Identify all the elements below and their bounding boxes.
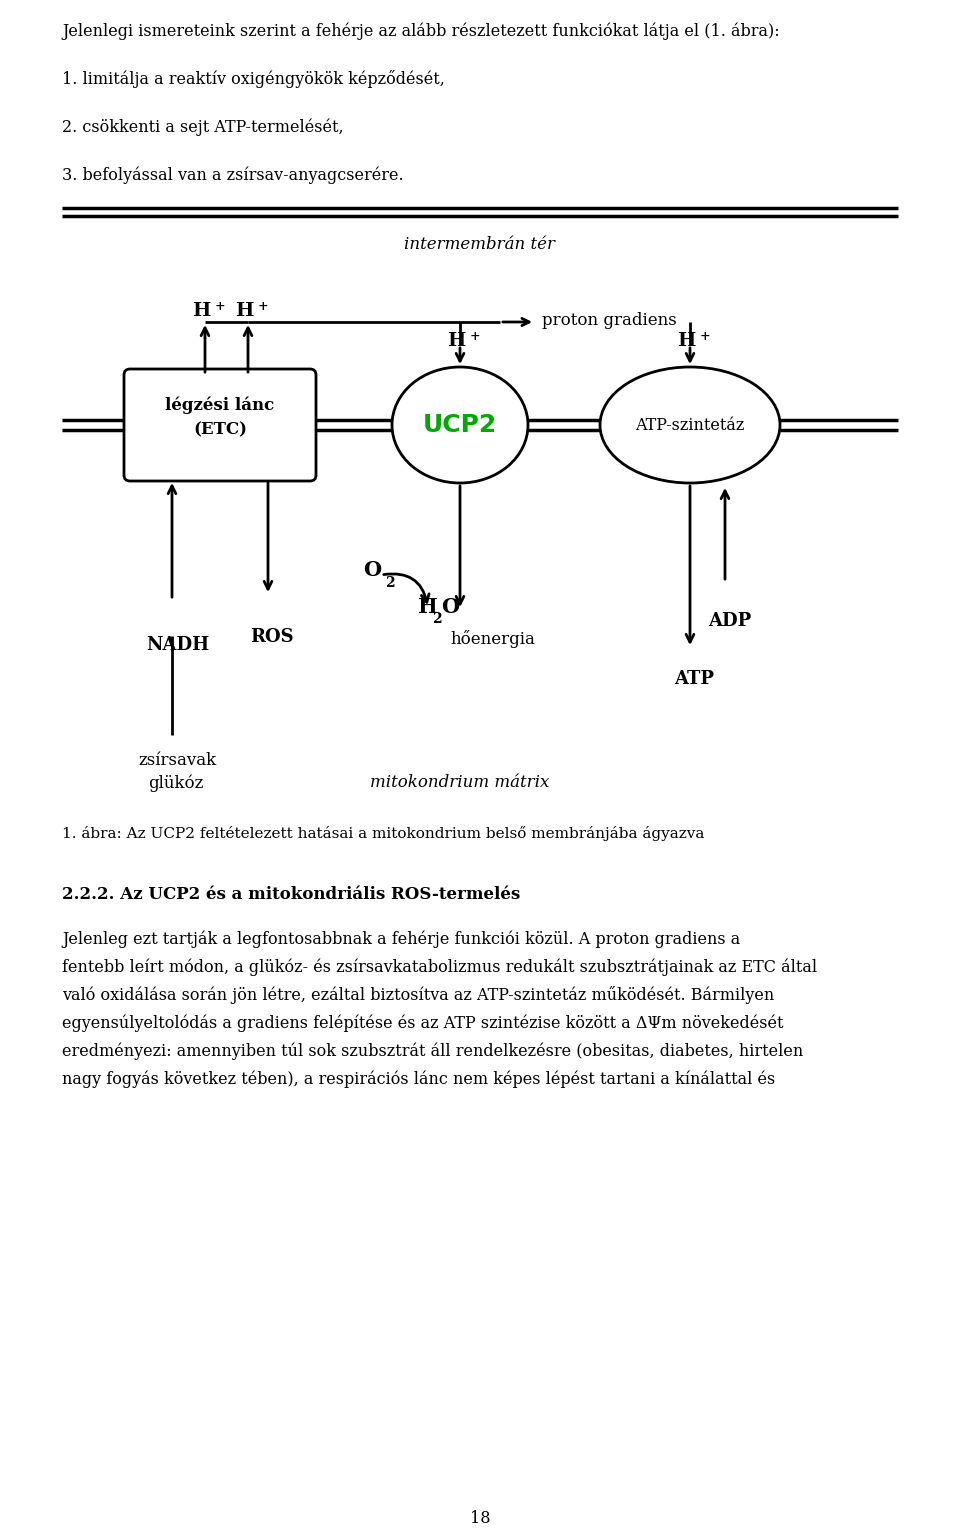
Text: 2: 2	[432, 612, 442, 626]
Text: H: H	[677, 332, 695, 350]
Text: ATP-szintetáz: ATP-szintetáz	[636, 417, 745, 433]
Text: 1. limitálja a reaktív oxigéngyökök képződését,: 1. limitálja a reaktív oxigéngyökök képz…	[62, 71, 444, 88]
Text: ATP: ATP	[674, 670, 714, 689]
Text: eredményezi: amennyiben túl sok szubsztrát áll rendelkezésre (obesitas, diabetes: eredményezi: amennyiben túl sok szubsztr…	[62, 1042, 804, 1059]
Text: 1. ábra: Az UCP2 feltételezett hatásai a mitokondrium belső membránjába ágyazva: 1. ábra: Az UCP2 feltételezett hatásai a…	[62, 825, 705, 841]
Text: 18: 18	[469, 1509, 491, 1526]
Text: 2: 2	[385, 576, 395, 590]
Text: 2.2.2. Az UCP2 és a mitokondriális ROS-termelés: 2.2.2. Az UCP2 és a mitokondriális ROS-t…	[62, 885, 520, 904]
Text: H: H	[447, 332, 466, 350]
Text: ADP: ADP	[708, 612, 752, 630]
Text: egyensúlyeltolódás a gradiens felépítése és az ATP szintézise között a ΔΨm növek: egyensúlyeltolódás a gradiens felépítése…	[62, 1014, 783, 1031]
Text: mitokondrium mátrix: mitokondrium mátrix	[370, 775, 549, 792]
Text: +: +	[700, 330, 710, 343]
Text: O: O	[363, 559, 381, 579]
FancyBboxPatch shape	[124, 369, 316, 481]
Text: fentebb leírt módon, a glükóz- és zsírsavkatabolizmus redukált szubsztrátjainak : fentebb leírt módon, a glükóz- és zsírsa…	[62, 958, 817, 976]
Text: proton gradiens: proton gradiens	[542, 312, 677, 329]
Text: 3. befolyással van a zsírsav-anyagcserére.: 3. befolyással van a zsírsav-anyagcserér…	[62, 166, 403, 183]
Text: H: H	[192, 301, 210, 320]
FancyArrowPatch shape	[384, 573, 429, 603]
Text: Jelenleg ezt tartják a legfontosabbnak a fehérje funkciói közül. A proton gradie: Jelenleg ezt tartják a legfontosabbnak a…	[62, 930, 740, 947]
Text: glükóz: glükóz	[148, 775, 204, 792]
Text: 2. csökkenti a sejt ATP-termelését,: 2. csökkenti a sejt ATP-termelését,	[62, 118, 344, 135]
Text: H: H	[235, 301, 253, 320]
Text: (ETC): (ETC)	[193, 421, 247, 438]
Text: +: +	[258, 300, 269, 314]
Ellipse shape	[600, 367, 780, 483]
Text: hőenergia: hőenergia	[450, 630, 535, 649]
Ellipse shape	[392, 367, 528, 483]
Text: O: O	[441, 596, 459, 616]
Text: Jelenlegi ismereteink szerint a fehérje az alább részletezett funkciókat látja e: Jelenlegi ismereteink szerint a fehérje …	[62, 22, 780, 40]
Text: zsírsavak: zsírsavak	[138, 752, 216, 768]
Text: +: +	[215, 300, 226, 314]
Text: való oxidálása során jön létre, ezáltal biztosítva az ATP-szintetáz működését. B: való oxidálása során jön létre, ezáltal …	[62, 987, 775, 1004]
Text: intermembrán tér: intermembrán tér	[404, 237, 556, 254]
Text: NADH: NADH	[146, 636, 209, 655]
Text: nagy fogyás következ tében), a respirációs lánc nem képes lépést tartani a kínál: nagy fogyás következ tében), a respiráci…	[62, 1070, 776, 1088]
Text: légzési lánc: légzési lánc	[165, 397, 275, 415]
Text: +: +	[470, 330, 481, 343]
Text: UCP2: UCP2	[422, 413, 497, 437]
Text: ROS: ROS	[250, 629, 294, 646]
Text: H: H	[418, 596, 438, 616]
